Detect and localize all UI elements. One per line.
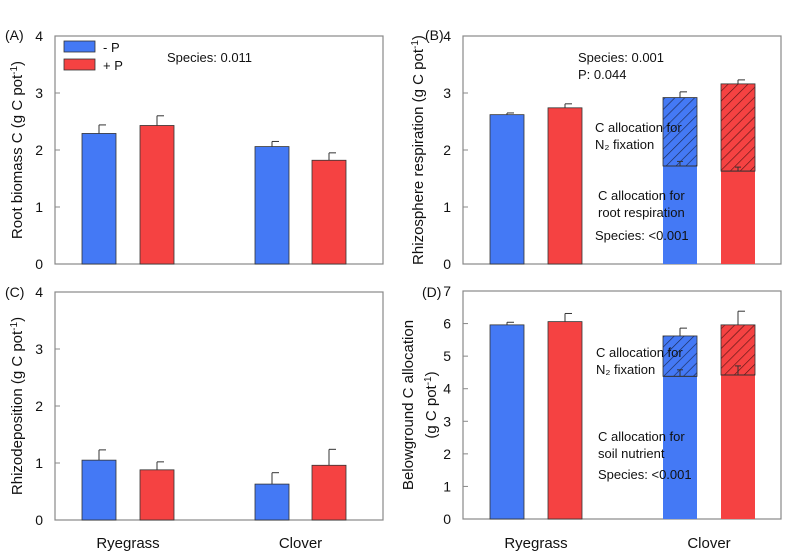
y-tick-label: 1	[35, 455, 43, 471]
annotation: P: 0.044	[578, 67, 626, 82]
annotation: N₂ fixation	[595, 137, 654, 152]
annotation: Species: <0.001	[595, 228, 689, 243]
y-tick-label: 1	[35, 199, 43, 215]
annotation: N₂ fixation	[596, 362, 655, 377]
annotation: Species: <0.001	[598, 467, 692, 482]
y-tick-label: 6	[443, 316, 451, 332]
legend-swatch	[63, 40, 96, 53]
y-tick-label: 0	[35, 256, 43, 272]
bar	[254, 483, 290, 521]
y-tick-label: 2	[35, 142, 43, 158]
y-axis-label: Rhizosphere respiration (g C pot-1)	[410, 35, 428, 265]
y-axis-label-unit: (g C pot-1)	[423, 371, 441, 438]
y-tick-label: 3	[35, 341, 43, 357]
annotation: Species: 0.001	[578, 50, 664, 65]
panel-label: (A)	[5, 27, 24, 43]
bar	[489, 324, 525, 520]
y-tick-label: 5	[443, 348, 451, 364]
annotation: C allocation for	[596, 345, 683, 360]
superscript: -1	[410, 40, 421, 49]
y-tick-label: 2	[443, 142, 451, 158]
bar	[254, 146, 290, 265]
y-axis-label: Root biomass C (g C pot-1)	[9, 61, 27, 239]
y-axis-label: Belowground C allocation	[400, 320, 417, 490]
superscript: -1	[9, 66, 20, 75]
legend-label: + P	[103, 58, 123, 73]
panel-label: (D)	[422, 284, 441, 300]
y-tick-label: 0	[443, 256, 451, 272]
annotation: soil nutrient	[598, 446, 665, 461]
x-category-label: Ryegrass	[96, 535, 159, 552]
bar	[81, 133, 117, 265]
legend-swatch	[63, 58, 96, 71]
panel-b: (B) 0 1 2 3 4 Rhizosphere respiration (g C pot…	[410, 27, 782, 272]
bar	[139, 125, 175, 265]
annotation: C allocation for	[598, 188, 685, 203]
bar	[311, 464, 347, 521]
y-tick-label: 7	[443, 283, 451, 299]
y-tick-label: 0	[443, 511, 451, 527]
plot-frame	[462, 290, 782, 520]
panel-a: (A) 0 1 2 3 4 Root biomass C (g C pot-1) Specie…	[5, 27, 384, 272]
y-tick-label: 4	[35, 28, 43, 44]
bar	[489, 114, 525, 265]
legend-label: - P	[103, 40, 120, 55]
bar	[139, 469, 175, 521]
x-category-label: Ryegrass	[504, 535, 567, 552]
bar-lower-segment	[721, 171, 755, 264]
x-category-label: Clover	[279, 535, 322, 552]
superscript: -1	[423, 376, 434, 385]
y-tick-label: 2	[35, 398, 43, 414]
annotation: root respiration	[598, 205, 685, 220]
panel-label: (B)	[425, 27, 444, 43]
bar-lower-segment	[721, 375, 755, 519]
bar	[311, 159, 347, 265]
y-tick-label: 3	[443, 85, 451, 101]
annotation: Species: 0.011	[167, 50, 252, 65]
y-tick-label: 4	[35, 284, 43, 300]
annotation: C allocation for	[595, 120, 682, 135]
bar-lower-segment	[663, 165, 697, 264]
bar	[547, 107, 583, 265]
y-tick-label: 3	[35, 85, 43, 101]
panel-label: (C)	[5, 284, 24, 300]
superscript: -1	[9, 321, 20, 330]
y-tick-label: 1	[443, 478, 451, 494]
y-tick-label: 4	[443, 28, 451, 44]
x-category-label: Clover	[687, 535, 730, 552]
y-tick-label: 3	[443, 413, 451, 429]
bar	[81, 459, 117, 521]
y-tick-label: 1	[443, 199, 451, 215]
panel-c: (C) 0 1 2 3 4 Rhizodeposition (g C pot-1) Ryegr…	[5, 284, 384, 552]
bar	[547, 321, 583, 520]
annotation: C allocation for	[598, 429, 685, 444]
y-axis-label: Rhizodeposition (g C pot-1)	[9, 317, 27, 495]
y-tick-label: 2	[443, 446, 451, 462]
y-tick-label: 4	[443, 381, 451, 397]
bar-upper-segment	[720, 83, 756, 172]
panel-d: (D) 0 1 2 3 4 5 6 7 Belowground C allocation (g C …	[400, 283, 782, 552]
y-tick-label: 0	[35, 512, 43, 528]
bar-lower-segment	[663, 376, 697, 519]
